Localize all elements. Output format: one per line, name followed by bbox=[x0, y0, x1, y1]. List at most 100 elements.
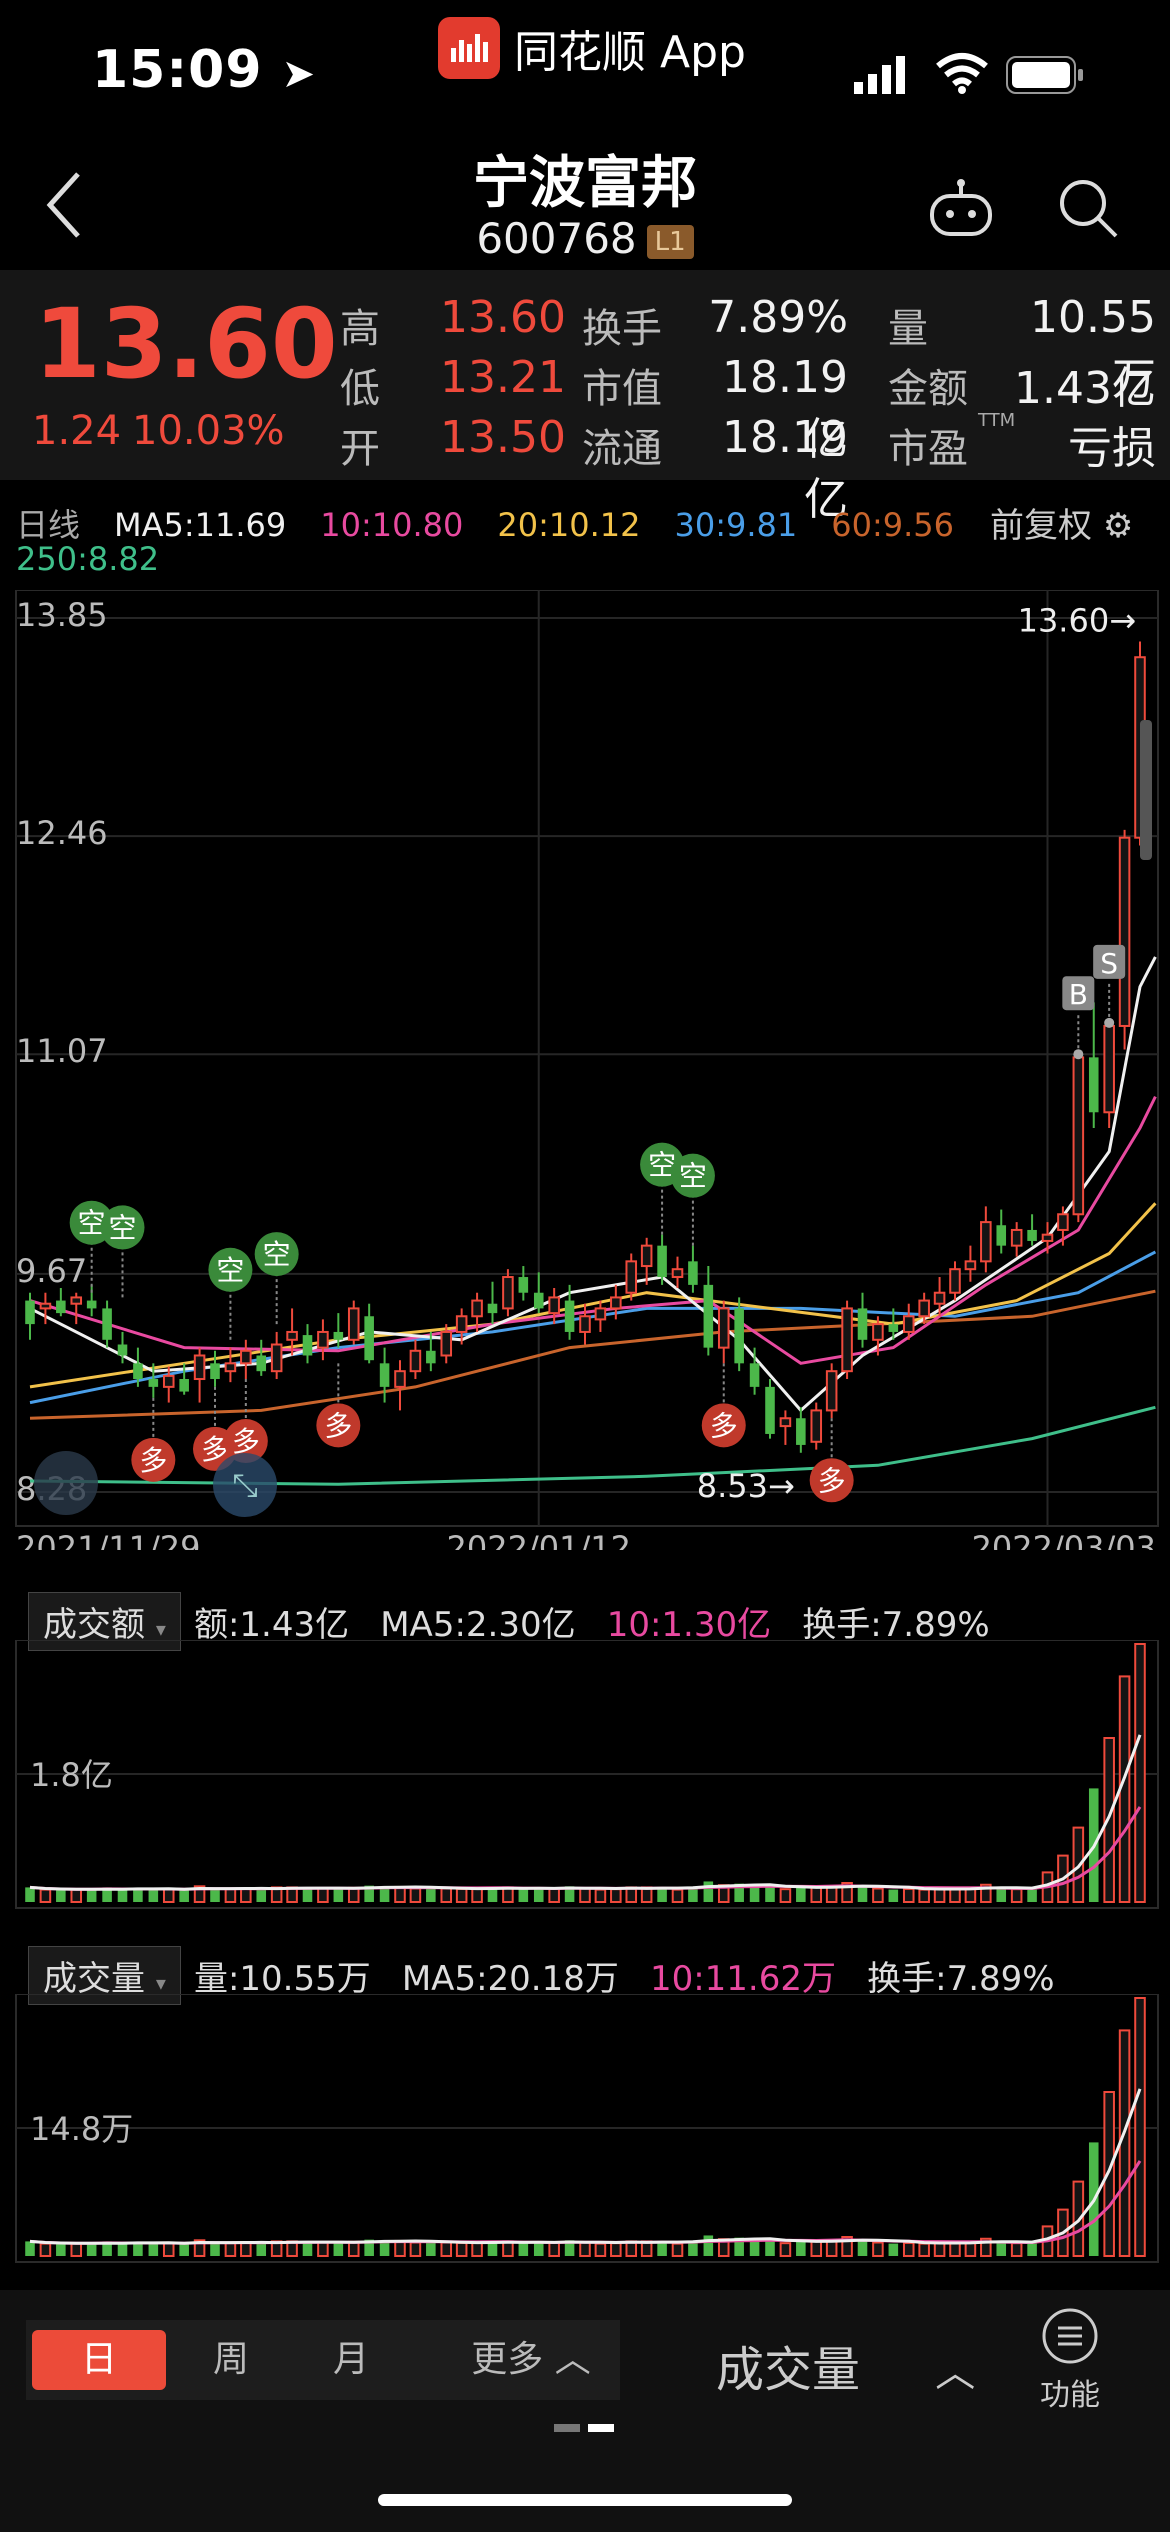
gear-icon: ⚙ bbox=[1102, 506, 1134, 546]
amount-chart: 1.8亿 bbox=[15, 1640, 1159, 1909]
price-axis-label: 12.46 bbox=[16, 814, 108, 852]
kline-chart[interactable]: 13.8512.4611.079.678.282021/11/292022/01… bbox=[0, 590, 1170, 1550]
amount-turnover: 换手:7.89% bbox=[802, 1605, 990, 1645]
candle-body bbox=[471, 1299, 483, 1318]
period-day-tab[interactable]: 日 bbox=[32, 2330, 166, 2390]
amount-bar bbox=[688, 1887, 698, 1902]
candle-body bbox=[270, 1343, 283, 1373]
price-axis-label: 9.67 bbox=[16, 1252, 87, 1290]
quote-label: 低 bbox=[340, 366, 380, 412]
ma5-line bbox=[29, 956, 1157, 1413]
candle-body bbox=[671, 1268, 684, 1279]
candle-body bbox=[148, 1379, 159, 1387]
robot-assistant-button[interactable] bbox=[928, 178, 994, 242]
candle-body bbox=[133, 1363, 143, 1380]
amount-bar bbox=[810, 1886, 823, 1903]
amount-bar bbox=[364, 1885, 374, 1902]
candle-body bbox=[364, 1316, 374, 1361]
ma10-line bbox=[29, 1095, 1157, 1365]
volume-bar bbox=[162, 2241, 175, 2258]
candle-body bbox=[1010, 1228, 1023, 1247]
price-axis-label: 13.85 bbox=[16, 596, 108, 634]
signal-badge-label: 空 bbox=[216, 1254, 244, 1287]
volume-bar bbox=[964, 2241, 977, 2258]
amount-bar bbox=[487, 1888, 498, 1902]
indicator-selector[interactable]: 成交量 ︿ bbox=[716, 2330, 975, 2400]
pan-left-button bbox=[34, 1451, 98, 1515]
candle-body bbox=[56, 1300, 66, 1314]
indicator-label: 成交量 bbox=[716, 2342, 861, 2398]
amount-bar bbox=[1010, 1888, 1023, 1904]
quote-label: 量 bbox=[888, 306, 928, 352]
amount-bar bbox=[841, 1882, 853, 1903]
amount-ma5-line bbox=[29, 1734, 1142, 1891]
volume-ma5: MA5:20.18万 bbox=[401, 1959, 619, 1999]
volume-bar bbox=[579, 2241, 591, 2257]
candle-body bbox=[734, 1308, 744, 1364]
adjust-selector[interactable]: 前复权 ⚙ bbox=[990, 498, 1133, 547]
trade-marker-label: B bbox=[1069, 978, 1088, 1011]
trade-marker-label: S bbox=[1100, 947, 1118, 980]
back-button[interactable] bbox=[44, 170, 104, 250]
amount-selector[interactable]: 成交额 ▾ bbox=[28, 1592, 181, 1651]
volume-bar bbox=[256, 2242, 267, 2256]
candle-body bbox=[25, 1300, 35, 1325]
volume-bar bbox=[857, 2240, 868, 2256]
volume-bar bbox=[548, 2241, 560, 2258]
amount-bar bbox=[749, 1887, 760, 1902]
wifi-icon bbox=[936, 52, 988, 98]
volume-bar bbox=[394, 2239, 406, 2258]
volume-selector-label: 成交量 bbox=[43, 1959, 145, 1999]
volume-chart: 14.8万 bbox=[15, 1994, 1159, 2263]
volume-bar bbox=[86, 2243, 97, 2256]
candle-body bbox=[102, 1308, 112, 1340]
stock-name: 宁波富邦 bbox=[473, 151, 697, 216]
amount-bar bbox=[533, 1888, 544, 1902]
amount-bar bbox=[888, 1889, 899, 1902]
candle-body bbox=[548, 1296, 560, 1315]
volume-ma10-line bbox=[29, 2160, 1142, 2245]
candle-body bbox=[610, 1296, 622, 1310]
quote-value: 18.19亿 bbox=[722, 412, 848, 525]
price-axis-label: 11.07 bbox=[16, 1032, 108, 1070]
candle-body bbox=[440, 1330, 453, 1357]
current-price: 13.60 bbox=[34, 288, 338, 400]
date-label: 2022/01/12 bbox=[447, 1529, 631, 1550]
period-week-tab[interactable]: 周 bbox=[212, 2339, 249, 2380]
volume-bar bbox=[193, 2239, 206, 2258]
candle-body bbox=[657, 1245, 667, 1278]
candle-body bbox=[487, 1303, 498, 1314]
candle-body bbox=[594, 1307, 607, 1321]
amount-bar bbox=[594, 1888, 607, 1904]
period-more-tab[interactable]: 更多 ︿ bbox=[446, 2320, 616, 2400]
function-button[interactable]: 功能 bbox=[1040, 2306, 1100, 2414]
candle-body bbox=[347, 1307, 360, 1341]
amount-bar bbox=[39, 1888, 52, 1904]
amount-bar bbox=[256, 1888, 267, 1902]
candle-body bbox=[117, 1344, 128, 1356]
amount-bar bbox=[25, 1887, 35, 1902]
period-month-tab[interactable]: 月 bbox=[332, 2339, 369, 2380]
quote-label: 开 bbox=[340, 426, 380, 472]
location-arrow-icon: ➤ bbox=[281, 51, 317, 97]
amount-bar bbox=[1027, 1889, 1037, 1902]
stock-code: 600768 bbox=[476, 214, 637, 263]
volume-bar bbox=[796, 2241, 806, 2256]
search-button[interactable] bbox=[1056, 176, 1120, 244]
robot-icon bbox=[930, 179, 992, 236]
volume-bar bbox=[364, 2239, 374, 2256]
candle-body bbox=[872, 1323, 884, 1341]
volume-bar bbox=[841, 2236, 853, 2257]
candle-body bbox=[426, 1350, 436, 1364]
app-switcher-pill[interactable]: 同花顺 App bbox=[438, 16, 746, 80]
candle-body bbox=[210, 1363, 220, 1380]
app-logo-icon bbox=[438, 17, 500, 79]
price-change: 1.24 bbox=[32, 408, 122, 454]
date-label: 2021/11/29 bbox=[16, 1529, 200, 1550]
candle-body bbox=[902, 1315, 915, 1333]
volume-bar bbox=[471, 2241, 483, 2257]
volume-selector[interactable]: 成交量 ▾ bbox=[28, 1946, 181, 2005]
candle-body bbox=[640, 1244, 653, 1268]
candle-body bbox=[394, 1370, 406, 1388]
volume-bar bbox=[1134, 1997, 1146, 2257]
